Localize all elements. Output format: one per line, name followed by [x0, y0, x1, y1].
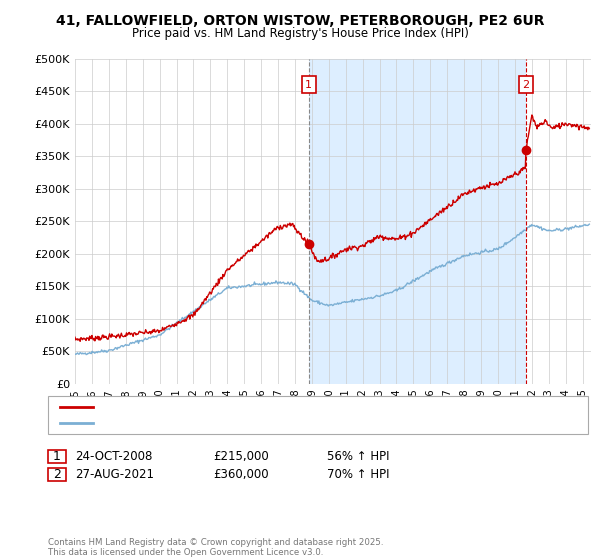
Text: 1: 1	[305, 80, 313, 90]
Text: Contains HM Land Registry data © Crown copyright and database right 2025.
This d: Contains HM Land Registry data © Crown c…	[48, 538, 383, 557]
Text: Price paid vs. HM Land Registry's House Price Index (HPI): Price paid vs. HM Land Registry's House …	[131, 27, 469, 40]
Text: 41, FALLOWFIELD, ORTON WISTOW, PETERBOROUGH, PE2 6UR: 41, FALLOWFIELD, ORTON WISTOW, PETERBORO…	[56, 14, 544, 28]
Text: HPI: Average price, semi-detached house, City of Peterborough: HPI: Average price, semi-detached house,…	[97, 418, 412, 428]
Text: 2: 2	[53, 468, 61, 481]
Text: 24-OCT-2008: 24-OCT-2008	[75, 450, 152, 463]
Text: 2: 2	[523, 80, 529, 90]
Text: £215,000: £215,000	[213, 450, 269, 463]
Text: 1: 1	[53, 450, 61, 463]
Bar	[309, 59, 526, 384]
Text: 27-AUG-2021: 27-AUG-2021	[75, 468, 154, 481]
Text: £360,000: £360,000	[213, 468, 269, 481]
Text: 56% ↑ HPI: 56% ↑ HPI	[327, 450, 389, 463]
Text: 41, FALLOWFIELD, ORTON WISTOW, PETERBOROUGH, PE2 6UR (semi-detached house): 41, FALLOWFIELD, ORTON WISTOW, PETERBORO…	[97, 402, 528, 412]
Text: 70% ↑ HPI: 70% ↑ HPI	[327, 468, 389, 481]
